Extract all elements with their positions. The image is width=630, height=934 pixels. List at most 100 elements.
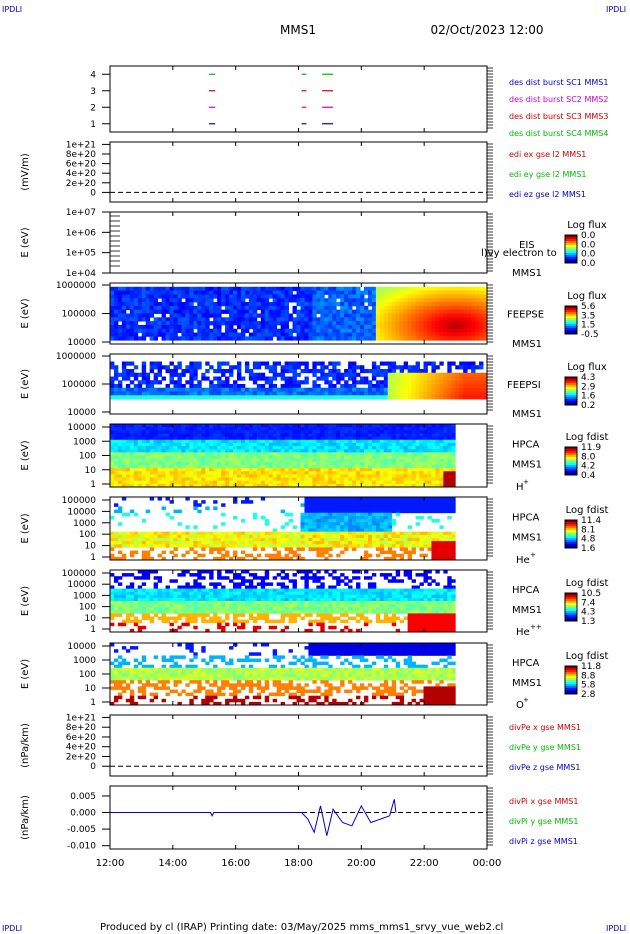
spectrogram-cell	[217, 468, 222, 472]
spectrogram-cell	[280, 483, 286, 488]
colorbar-swatch	[565, 395, 577, 398]
spectrogram-cell	[371, 309, 377, 314]
y-tick-label: 2e+20	[66, 179, 97, 189]
spectrogram-cell	[240, 500, 246, 504]
spectrogram-cell	[479, 324, 484, 330]
spectrogram-cell	[113, 430, 119, 434]
spectrogram-cell	[181, 313, 186, 318]
colorbar-tick: 0.0	[581, 250, 596, 260]
spectrogram-cell	[272, 449, 278, 453]
spectrogram-cell	[213, 332, 218, 337]
spectrogram-cell	[419, 433, 424, 437]
spectrogram-cell	[479, 321, 484, 326]
spectrogram-cell	[193, 427, 198, 431]
spectrogram-cell	[110, 321, 115, 326]
spectrogram-cell	[268, 439, 274, 444]
spectrogram-cell	[236, 384, 242, 389]
spectrogram-cell	[340, 483, 345, 488]
spectrogram-cell	[284, 336, 289, 341]
legend-entry: divPe x gse MMS1	[509, 723, 581, 732]
spectrogram-cell	[431, 461, 436, 466]
spectrogram-cell	[213, 541, 218, 545]
spectrogram-cell	[431, 380, 436, 385]
spectrogram-cell	[383, 313, 389, 318]
spectrogram-cell	[137, 455, 143, 460]
spectrogram-cell	[391, 324, 397, 330]
spectrogram-cell	[439, 376, 444, 381]
spectrogram-cell	[288, 384, 293, 389]
spectrogram-cell	[137, 449, 143, 453]
spectrogram-cell	[177, 474, 182, 478]
spectrogram-cell	[213, 446, 218, 450]
spectrogram-cell	[121, 556, 127, 561]
spectrogram-cell	[272, 298, 278, 303]
spectrogram-cell	[399, 391, 405, 396]
spectrogram-cell	[423, 452, 428, 456]
spectrogram-cell	[197, 509, 202, 514]
spectrogram-cell	[181, 395, 186, 400]
spectrogram-cell	[336, 427, 341, 431]
spectrogram-cell	[177, 452, 182, 456]
spectrogram-cell	[308, 509, 313, 514]
spectrogram-cell	[304, 446, 309, 450]
spectrogram-cell	[475, 321, 480, 326]
spectrogram-cell	[284, 380, 289, 385]
spectrogram-cell	[316, 317, 321, 322]
spectrogram-cell	[451, 446, 456, 450]
spectrogram-cell	[201, 395, 206, 400]
spectrogram-cell	[399, 302, 405, 307]
spectrogram-cell	[117, 556, 123, 561]
spectrogram-cell	[248, 430, 254, 434]
spectrogram-cell	[316, 286, 321, 292]
spectrogram-cell	[193, 433, 198, 437]
spectrogram-cell	[352, 519, 357, 523]
spectrogram-cell	[272, 328, 278, 333]
spectrogram-cell	[141, 452, 147, 456]
spectrogram-cell	[141, 455, 147, 460]
spectrogram-cell	[145, 474, 151, 478]
spectrogram-cell	[284, 452, 289, 456]
spectrogram-cell	[308, 461, 313, 466]
spectrogram-cell	[356, 427, 361, 431]
spectrogram-cell	[217, 380, 222, 385]
spectrogram-cell	[471, 365, 476, 370]
spectrogram-cell	[336, 321, 341, 326]
spectrogram-cell	[288, 449, 293, 453]
spectrogram-cell	[264, 474, 270, 478]
spectrogram-cell	[383, 458, 389, 463]
spectrogram-cell	[173, 294, 178, 299]
spectrogram-cell	[371, 534, 377, 539]
colorbar-tick: 1.5	[581, 321, 595, 331]
spectrogram-cell	[411, 430, 416, 434]
spectrogram-cell	[205, 534, 210, 539]
spectrogram-cell	[367, 512, 373, 517]
spectrogram-cell	[324, 321, 329, 326]
spectrogram-cell	[340, 534, 345, 539]
spectrogram-cell	[320, 328, 325, 333]
spectrogram-cell	[348, 519, 353, 523]
spectrogram-cell	[229, 317, 234, 322]
spectrogram-cell	[153, 474, 159, 478]
spectrogram-cell	[153, 372, 159, 377]
spectrogram-cell	[213, 424, 218, 428]
spectrogram-cell	[443, 464, 448, 469]
spectrogram-cell	[356, 474, 361, 478]
spectrogram-cell	[145, 446, 151, 450]
spectrogram-cell	[356, 534, 361, 539]
spectrogram-cell	[332, 286, 337, 292]
spectrogram-cell	[419, 305, 424, 311]
spectrogram-cell	[463, 305, 468, 311]
spectrogram-cell	[181, 477, 186, 482]
spectrogram-cell	[328, 468, 333, 472]
spectrogram-cell	[328, 458, 333, 463]
spectrogram-cell	[371, 290, 377, 295]
spectrogram-cell	[217, 305, 222, 311]
spectrogram-cell	[272, 436, 278, 441]
spectrogram-cell	[379, 305, 385, 311]
spectrogram-cell	[137, 328, 143, 333]
spectrogram-cell	[387, 328, 393, 333]
spectrogram-cell	[125, 442, 131, 447]
spectrogram-cell	[110, 531, 115, 536]
spectrogram-cell	[419, 468, 424, 472]
spectrogram-cell	[304, 395, 309, 400]
